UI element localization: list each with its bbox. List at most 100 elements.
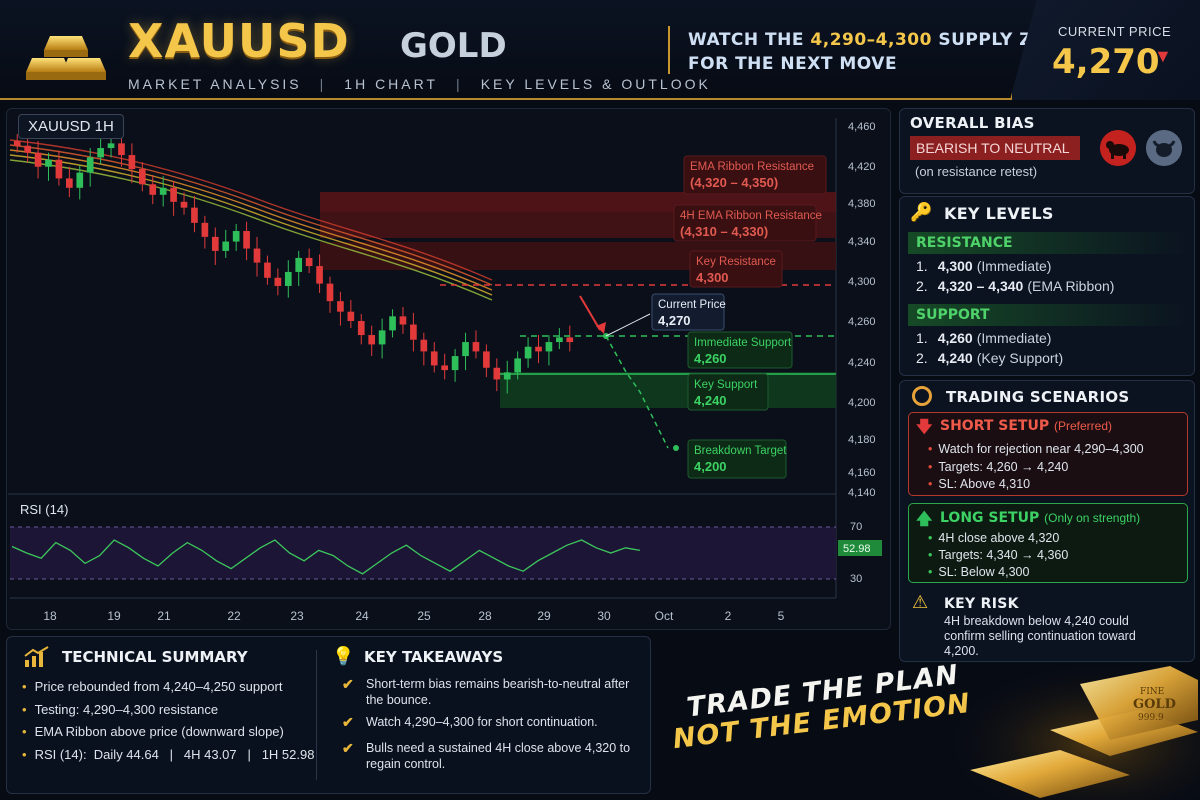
summary-line-2: Testing: 4,290–4,300 resistance — [22, 702, 219, 717]
projection-arrow-down — [579, 295, 601, 331]
candle-body — [295, 257, 303, 272]
header-divider — [668, 26, 670, 74]
candle-body — [483, 351, 490, 368]
candle-body — [232, 231, 240, 242]
gold-bar-purity-label: 999.9 — [1138, 713, 1164, 723]
level-label-name: Key Resistance — [696, 256, 776, 268]
candle-body — [149, 184, 157, 195]
long-setup-title: LONG SETUP (Only on strength) — [940, 510, 1140, 526]
chart-symbol-badge[interactable]: XAUUSD 1H — [18, 114, 124, 139]
level-value: 4,300 — [937, 258, 973, 274]
candle-body — [253, 248, 261, 263]
x-tick-label: 24 — [355, 609, 369, 623]
candle-body — [66, 178, 73, 188]
key-icon: 🔑 — [910, 202, 933, 222]
takeaway-line-3: Bulls need a sustained 4H close above 4,… — [366, 741, 631, 771]
chart-up-icon — [24, 646, 49, 667]
candle-body — [347, 311, 355, 322]
level-note: (Immediate) — [976, 258, 1052, 274]
x-tick-label: 21 — [157, 609, 171, 623]
level-note: (EMA Ribbon) — [1027, 278, 1115, 294]
long-title-text: LONG SETUP — [940, 510, 1040, 526]
rsi-current-value: 52.98 — [843, 543, 871, 555]
current-price-pointer — [605, 313, 651, 337]
candle-body — [34, 152, 42, 167]
check-icon: ✔ — [342, 676, 354, 692]
candle-body — [118, 143, 125, 156]
y-tick-label: 4,160 — [848, 467, 876, 479]
technical-summary-title: TECHNICAL SUMMARY — [62, 648, 248, 666]
level-value: 4,240 — [937, 350, 973, 366]
check-icon: ✔ — [342, 714, 354, 730]
key-risk-title: KEY RISK — [944, 596, 1019, 612]
candle-body — [138, 169, 146, 185]
candle-body — [399, 316, 407, 325]
level-label-value: (4,310 – 4,330) — [680, 224, 768, 239]
warning-icon: ⚠ — [912, 592, 929, 612]
level-value: 4,320 – 4,340 — [937, 278, 1024, 294]
rsi-line — [11, 539, 641, 575]
candle-body — [378, 330, 386, 345]
lightbulb-icon: 💡 — [332, 646, 355, 666]
header-tagline: MARKET ANALYSIS | 1H CHART | KEY LEVELS & OU… — [128, 76, 711, 92]
candle-body — [284, 271, 292, 286]
candle-body — [462, 342, 469, 357]
projection-point — [673, 445, 679, 451]
resistance-level-1: 1. 4,300 (Immediate) — [916, 258, 1051, 274]
candle-body — [524, 346, 532, 359]
short-line-2: Targets: 4,260 → 4,240 — [928, 460, 1068, 474]
long-line-2: Targets: 4,340 → 4,360 — [928, 548, 1068, 562]
watch-zone: 4,290–4,300 — [810, 30, 932, 50]
down-arrow-icon: ▼ — [1154, 46, 1172, 66]
short-pref: (Preferred) — [1053, 419, 1112, 433]
level-label-name: EMA Ribbon Resistance — [690, 161, 814, 173]
candle-body — [566, 337, 574, 343]
takeaway-line-2: Watch 4,290–4,300 for short continuation… — [366, 715, 598, 729]
level-label-value: 4,200 — [694, 459, 727, 474]
ema-ribbon-line — [9, 144, 493, 286]
rsi-band — [10, 527, 836, 579]
x-tick-label: 23 — [290, 609, 304, 623]
candle-body — [55, 159, 63, 179]
candle-body — [451, 356, 459, 371]
candle-body — [441, 365, 449, 371]
check-icon: ✔ — [342, 740, 354, 756]
x-tick-label: Oct — [655, 609, 674, 623]
candle-body — [545, 342, 553, 352]
candle-body — [305, 257, 313, 267]
takeaway-line-1: Short-term bias remains bearish-to-neutr… — [366, 677, 630, 707]
y-tick-label: 4,420 — [848, 161, 876, 173]
bias-note: (on resistance retest) — [915, 164, 1038, 179]
candle-body — [211, 236, 219, 251]
short-setup-title: SHORT SETUP (Preferred) — [940, 418, 1112, 434]
x-tick-label: 2 — [725, 609, 732, 623]
x-tick-label: 18 — [43, 609, 57, 623]
watch-prefix: WATCH THE — [688, 30, 811, 50]
y-tick-label: 4,300 — [848, 276, 876, 288]
x-tick-label: 25 — [417, 609, 431, 623]
rsi-tick-upper: 70 — [850, 521, 862, 533]
y-tick-label: 4,140 — [848, 487, 876, 499]
x-tick-label: 30 — [597, 609, 611, 623]
level-label-value: 4,300 — [696, 270, 729, 285]
candle-body — [76, 172, 84, 188]
key-risk-text: 4H breakdown below 4,240 could confirm s… — [944, 614, 1136, 658]
candle-body — [159, 187, 167, 195]
level-label-name: Current Price — [658, 299, 726, 311]
summary-line-4: RSI (14): Daily 44.64 | 4H 43.07 | 1H 52… — [22, 747, 315, 762]
support-level-1: 1. 4,260 (Immediate) — [916, 330, 1051, 346]
level-label-value: 4,240 — [694, 393, 727, 408]
candle-body — [410, 324, 417, 340]
level-label-box — [651, 293, 725, 331]
candle-body — [337, 301, 344, 312]
candle-body — [128, 155, 136, 170]
x-tick-label: 19 — [107, 609, 121, 623]
candle-body — [472, 342, 480, 352]
bias-title: OVERALL BIAS — [910, 114, 1035, 132]
level-label-name: Breakdown Target — [694, 445, 787, 457]
page-title: XAUUSD — [128, 14, 350, 68]
tagline-market-analysis: MARKET ANALYSIS — [128, 76, 302, 92]
candle-body — [191, 207, 198, 223]
level-num: 2. — [916, 350, 928, 366]
y-tick-label: 4,200 — [848, 397, 876, 409]
